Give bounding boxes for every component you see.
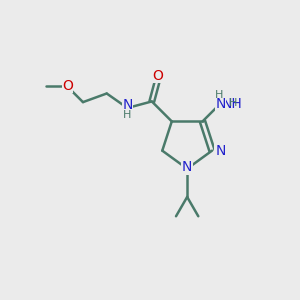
Text: N: N	[215, 97, 226, 110]
Text: H: H	[123, 110, 132, 119]
Text: NH: NH	[222, 97, 243, 110]
Text: N: N	[215, 144, 226, 158]
Text: N: N	[122, 98, 133, 112]
Text: H: H	[229, 98, 237, 108]
Text: O: O	[152, 69, 163, 83]
Text: H: H	[215, 90, 223, 100]
Text: O: O	[62, 80, 73, 93]
Text: N: N	[182, 160, 192, 174]
